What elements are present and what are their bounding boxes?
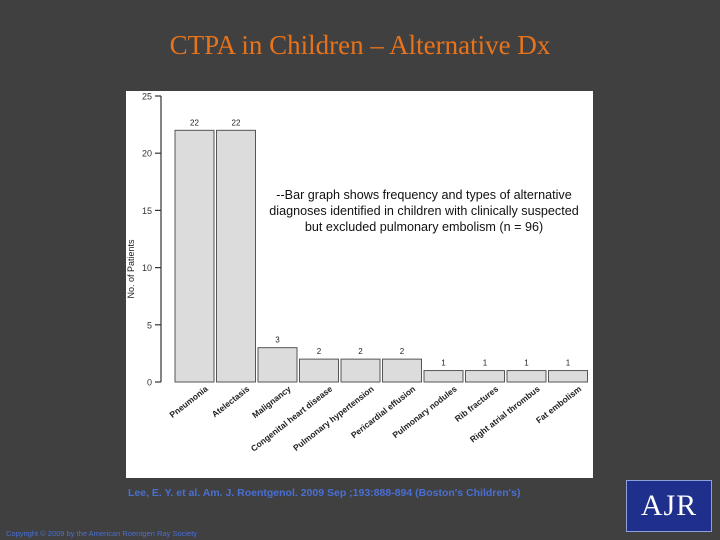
y-tick-label: 5 <box>147 320 152 330</box>
bar-value-label: 2 <box>358 347 363 356</box>
category-label: Malignancy <box>250 384 293 421</box>
bar <box>174 129 215 383</box>
bar-value-label: 22 <box>232 118 241 127</box>
y-axis-label: No. of Patients <box>126 239 136 299</box>
category-label: Pulmonary hypertension <box>291 384 376 453</box>
bar-value-label: 22 <box>190 118 199 127</box>
copyright-text: Copyright © 2009 by the American Roentge… <box>6 529 198 538</box>
bar <box>216 129 256 383</box>
bar <box>423 370 464 383</box>
bar-value-label: 3 <box>275 336 280 345</box>
y-tick-label: 10 <box>142 263 152 273</box>
bar <box>465 370 505 383</box>
citation-text: Lee, E. Y. et al. Am. J. Roentgenol. 200… <box>128 487 521 499</box>
bar <box>506 370 547 383</box>
chart-caption: --Bar graph shows frequency and types of… <box>269 188 579 234</box>
bar <box>257 347 298 383</box>
bar-value-label: 2 <box>400 347 405 356</box>
y-tick-label: 20 <box>142 149 152 159</box>
bar-value-label: 1 <box>483 359 488 368</box>
chart-panel: 0 5 10 15 20 25 22 Pneumonia 22 Atelectasis 3 Mali… <box>126 91 593 478</box>
category-label: Pneumonia <box>167 384 209 420</box>
y-tick-label: 15 <box>142 206 152 216</box>
bar-value-label: 1 <box>524 359 529 368</box>
bar-value-label: 2 <box>317 347 322 356</box>
bar <box>299 358 339 383</box>
y-tick-label: 25 <box>142 92 152 102</box>
bar <box>382 358 422 383</box>
ajr-logo: AJR <box>626 480 712 532</box>
logo-text: AJR <box>640 489 698 522</box>
category-label: Right atrial thrombus <box>468 384 542 445</box>
bar-value-label: 1 <box>566 359 571 368</box>
bar-value-label: 1 <box>441 359 446 368</box>
category-label: Fat embolism <box>534 383 584 425</box>
chart-bars <box>174 129 588 383</box>
chart-axes: 0 5 10 15 20 25 <box>142 92 162 388</box>
bar <box>548 370 588 383</box>
bar <box>340 358 381 383</box>
slide-title: CTPA in Children – Alternative Dx <box>169 30 551 60</box>
category-label: Congenital heart disease <box>249 384 335 454</box>
category-label: Atelectasis <box>210 384 252 420</box>
y-tick-label: 0 <box>147 378 152 388</box>
